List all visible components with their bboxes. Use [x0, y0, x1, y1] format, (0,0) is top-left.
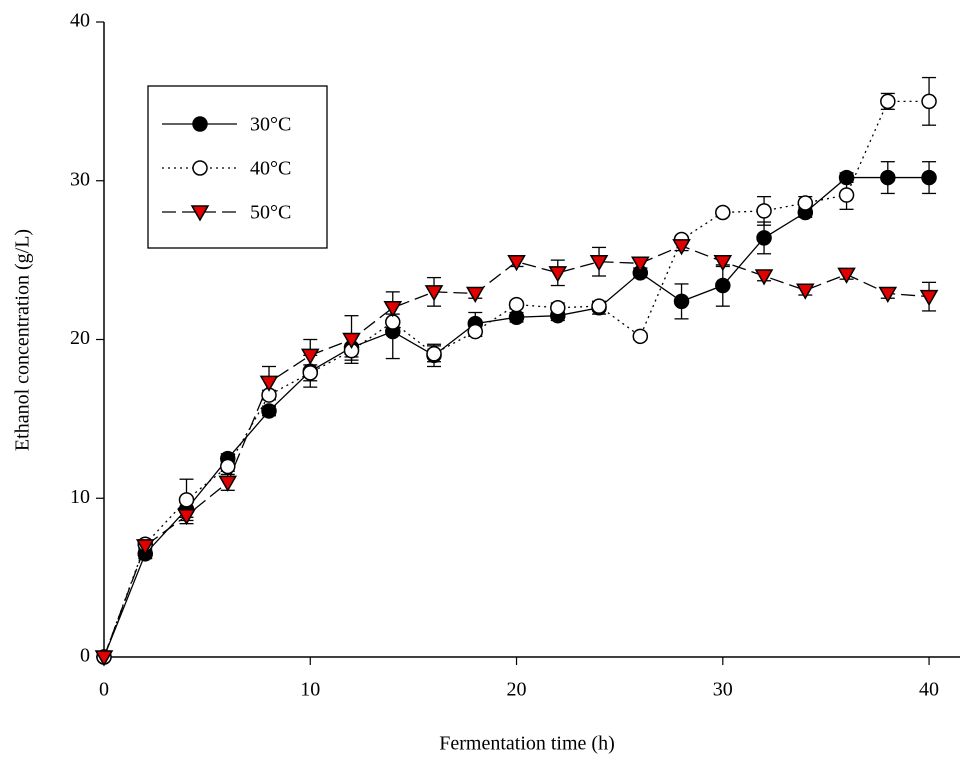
marker — [591, 298, 607, 314]
marker — [507, 254, 526, 272]
marker — [838, 169, 855, 186]
y-tick-label: 0 — [80, 645, 90, 667]
y-tick-label: 40 — [70, 10, 90, 32]
marker — [178, 492, 195, 508]
marker — [632, 328, 649, 345]
marker — [754, 269, 774, 286]
marker — [190, 205, 210, 222]
marker — [550, 300, 566, 316]
marker — [424, 285, 444, 302]
marker — [878, 286, 898, 303]
marker — [220, 458, 236, 475]
marker — [261, 403, 277, 419]
marker — [921, 169, 937, 186]
marker — [508, 309, 525, 326]
x-tick-label: 40 — [919, 679, 939, 701]
marker — [919, 289, 939, 307]
marker — [589, 254, 609, 272]
marker — [259, 375, 279, 392]
legend-label: 40°C — [250, 158, 291, 180]
y-tick-label: 20 — [70, 327, 90, 349]
y-tick-label: 10 — [70, 486, 90, 508]
legend-label: 50°C — [250, 202, 291, 224]
legend-box — [147, 85, 328, 249]
y-axis-label: Ethanol concentration (g/L) — [12, 229, 34, 451]
x-tick-label: 0 — [99, 679, 109, 701]
marker — [880, 169, 896, 186]
y-tick-label: 30 — [70, 168, 90, 190]
marker — [880, 93, 896, 110]
marker — [715, 204, 731, 221]
marker — [135, 539, 155, 556]
x-tick-label: 30 — [713, 679, 733, 701]
marker — [715, 277, 731, 294]
marker — [797, 195, 814, 211]
x-axis-label: Fermentation time (h) — [439, 733, 615, 755]
marker — [426, 346, 442, 362]
legend-label: 30°C — [250, 114, 291, 136]
marker — [302, 365, 319, 381]
marker — [838, 187, 855, 203]
x-tick-label: 10 — [300, 679, 320, 701]
marker — [756, 230, 772, 246]
marker — [383, 301, 403, 318]
marker — [548, 266, 568, 283]
marker — [218, 475, 238, 492]
marker — [508, 296, 525, 313]
marker — [342, 332, 361, 350]
marker — [713, 254, 733, 272]
marker — [192, 160, 208, 176]
x-tick-label: 20 — [507, 679, 527, 701]
series-line — [103, 176, 930, 658]
marker — [796, 283, 815, 300]
marker — [467, 323, 484, 340]
marker — [921, 93, 937, 110]
marker — [300, 348, 320, 365]
marker — [630, 256, 650, 273]
marker — [756, 203, 772, 219]
marker — [837, 267, 856, 284]
marker — [94, 650, 114, 667]
marker — [465, 286, 485, 303]
marker — [672, 239, 691, 256]
marker — [192, 116, 208, 132]
marker — [177, 508, 196, 526]
marker — [673, 293, 690, 310]
